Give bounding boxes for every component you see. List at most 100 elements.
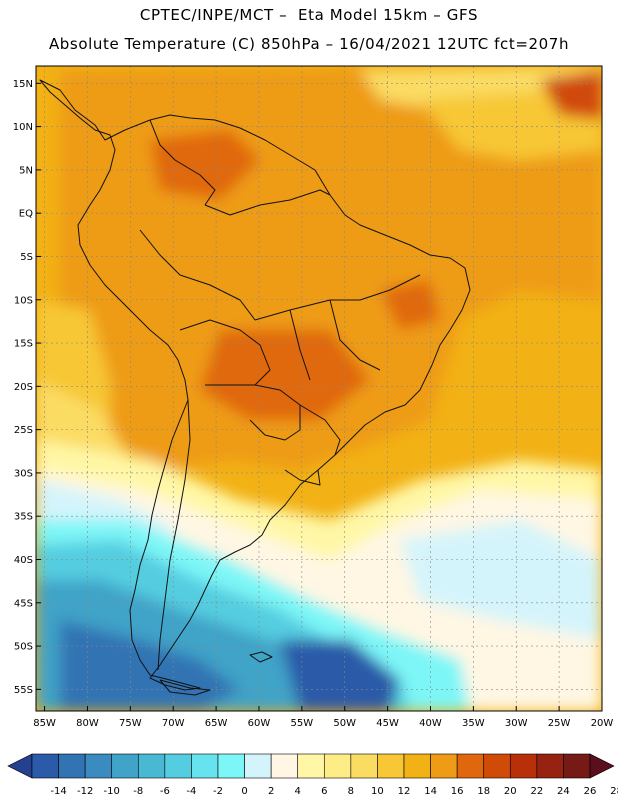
lat-tick-label: 10N — [13, 122, 33, 133]
longitude-axis: 85W 80W 75W 70W 65W 60W 55W 50W 45W 40W 35W 30W 25W 2… — [33, 706, 613, 729]
lat-tick-label: 5N — [19, 165, 33, 176]
lat-tick-label: 15N — [13, 79, 33, 90]
colorbar-label: 4 — [295, 786, 301, 797]
map-gridlines — [36, 66, 602, 711]
border-peru-brazil — [139, 229, 256, 321]
colorbar — [7, 753, 615, 779]
lat-tick-label: 15S — [14, 339, 33, 350]
tierra-del-fuego — [159, 679, 211, 696]
temperature-field — [36, 66, 602, 711]
plot-frame — [35, 65, 603, 712]
colorbar-labels: -14 -12 -10 -8 -6 -4 -2 0 2 4 6 8 10 12 14 16 18 20 22 24 26… — [50, 786, 618, 797]
colorbar-swatch — [244, 753, 272, 779]
lat-tick-label: 35S — [14, 512, 33, 523]
colorbar-swatch — [58, 753, 86, 779]
colorbar-label: 6 — [321, 786, 327, 797]
field-hot-center — [200, 330, 370, 420]
colorbar-label: 8 — [348, 786, 354, 797]
colorbar-label: -4 — [186, 786, 196, 797]
lat-tick-label: 40S — [14, 555, 33, 566]
colorbar-swatch — [111, 753, 139, 779]
lon-tick-label: 50W — [333, 718, 356, 729]
colorbar-label: -12 — [77, 786, 93, 797]
border-paraguay — [249, 384, 301, 441]
lat-tick-label: EQ — [19, 209, 33, 220]
border-bolivia — [179, 319, 271, 386]
colorbar-swatch — [563, 753, 591, 779]
colorbar-label: -10 — [104, 786, 120, 797]
colorbar-swatch — [509, 753, 538, 779]
colorbar-max-arrow — [589, 753, 615, 779]
lat-tick-label: 30S — [14, 468, 33, 479]
colorbar-label: 18 — [477, 786, 490, 797]
colorbar-label: 12 — [398, 786, 411, 797]
lat-tick-label: 20S — [14, 382, 33, 393]
lat-tick-label: 10S — [14, 295, 33, 306]
lat-tick-label: 5S — [20, 252, 33, 263]
colorbar-swatch — [217, 753, 245, 779]
lon-tick-label: 40W — [419, 718, 442, 729]
lon-tick-label: 20W — [591, 718, 614, 729]
colorbar-label: 20 — [504, 786, 517, 797]
colorbar-swatch — [403, 753, 431, 779]
map-title-line1: CPTEC/INPE/MCT – Eta Model 15km – GFS — [139, 6, 479, 24]
colorbar-swatch — [164, 753, 192, 779]
colorbar-label: -2 — [213, 786, 223, 797]
border-brazil-states — [254, 274, 421, 381]
colorbar-swatch — [191, 753, 219, 779]
colorbar-label: -14 — [50, 786, 66, 797]
lon-tick-label: 80W — [76, 718, 99, 729]
map-title-line2: Absolute Temperature (C) 850hPa – 16/04/… — [48, 35, 570, 53]
colorbar-swatch — [350, 753, 378, 779]
lat-tick-label: 45S — [14, 598, 33, 609]
lat-tick-label: 25S — [14, 425, 33, 436]
border-argentina-chile — [157, 399, 191, 671]
field-hot-venezuela — [150, 130, 260, 200]
colorbar-swatch — [430, 753, 458, 779]
colorbar-label: -8 — [133, 786, 143, 797]
colorbar-swatch — [323, 753, 352, 779]
lon-tick-label: 35W — [462, 718, 485, 729]
colorbar-swatch — [137, 753, 166, 779]
field-hot-atlantic — [540, 70, 602, 120]
colorbar-swatch — [377, 753, 405, 779]
field-south-pale-blue-e — [400, 520, 602, 640]
lon-tick-label: 75W — [119, 718, 142, 729]
colorbar-label: 0 — [241, 786, 247, 797]
lon-tick-label: 25W — [548, 718, 571, 729]
colorbar-swatch — [31, 753, 59, 779]
lat-tick-label: 55S — [14, 685, 33, 696]
colorbar-swatch — [483, 753, 511, 779]
border-brazil-south — [299, 404, 341, 456]
lon-tick-label: 45W — [376, 718, 399, 729]
colorbar-swatch — [297, 753, 325, 779]
falklands — [249, 651, 273, 663]
colorbar-label: 2 — [268, 786, 274, 797]
colorbar-swatch — [456, 753, 485, 779]
lon-tick-label: 65W — [205, 718, 228, 729]
country-borders — [39, 79, 471, 696]
latitude-axis: 15N 10N 5N EQ 5S 10S 15S 20S 25S 30S 35S 40S 45S 50S 5… — [13, 79, 41, 696]
colorbar-label: -6 — [160, 786, 170, 797]
lon-tick-label: 85W — [33, 718, 56, 729]
colorbar-label: 14 — [424, 786, 437, 797]
border-colombia-venezuela — [149, 119, 216, 206]
border-uruguay — [284, 469, 321, 486]
colorbar-swatch — [270, 753, 299, 779]
lon-tick-label: 55W — [291, 718, 314, 729]
colorbar-label: 10 — [371, 786, 384, 797]
field-hot-ne-brazil — [380, 280, 440, 330]
field-cold-deepblue-e — [280, 640, 400, 711]
colorbar-label: 24 — [557, 786, 570, 797]
lon-tick-label: 70W — [162, 718, 185, 729]
colorbar-swatch — [84, 753, 113, 779]
lat-tick-label: 50S — [14, 642, 33, 653]
lon-tick-label: 30W — [505, 718, 528, 729]
colorbar-label: 16 — [451, 786, 464, 797]
colorbar-label: 22 — [530, 786, 543, 797]
colorbar-label: 26 — [584, 786, 597, 797]
colorbar-swatch — [536, 753, 564, 779]
lon-tick-label: 60W — [248, 718, 271, 729]
colorbar-min-arrow — [7, 753, 33, 779]
